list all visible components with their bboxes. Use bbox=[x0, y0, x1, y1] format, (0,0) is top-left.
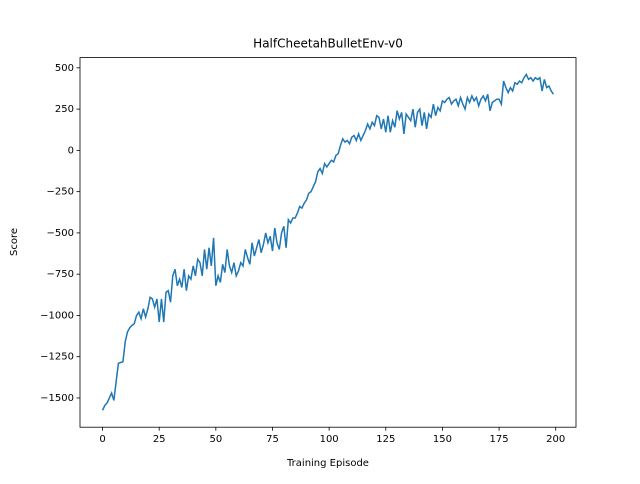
y-tick-label: −500 bbox=[47, 228, 74, 239]
chart-title: HalfCheetahBulletEnv-v0 bbox=[253, 37, 403, 51]
y-tick-label: −1500 bbox=[40, 393, 74, 404]
x-tick-label: 200 bbox=[546, 434, 565, 445]
x-tick-label: 100 bbox=[320, 434, 339, 445]
data-line bbox=[101, 72, 555, 411]
x-tick-label: 25 bbox=[153, 434, 166, 445]
x-tick-label: 125 bbox=[376, 434, 395, 445]
y-axis-label: Score bbox=[9, 228, 20, 256]
y-tick-label: −250 bbox=[47, 187, 74, 198]
y-tick-label: 500 bbox=[55, 63, 74, 74]
x-tick-label: 75 bbox=[266, 434, 279, 445]
y-tick-label: −750 bbox=[47, 269, 74, 280]
x-tick-label: 175 bbox=[490, 434, 509, 445]
y-tick-label: −1250 bbox=[40, 352, 74, 363]
x-tick-label: 50 bbox=[209, 434, 222, 445]
plot-frame bbox=[79, 57, 577, 428]
x-tick-label: 0 bbox=[99, 434, 105, 445]
x-axis-label: Training Episode bbox=[286, 458, 369, 469]
x-tick-label: 150 bbox=[433, 434, 452, 445]
y-tick-label: 250 bbox=[55, 104, 74, 115]
y-tick-label: −1000 bbox=[40, 310, 74, 321]
y-tick-label: 0 bbox=[68, 145, 74, 156]
